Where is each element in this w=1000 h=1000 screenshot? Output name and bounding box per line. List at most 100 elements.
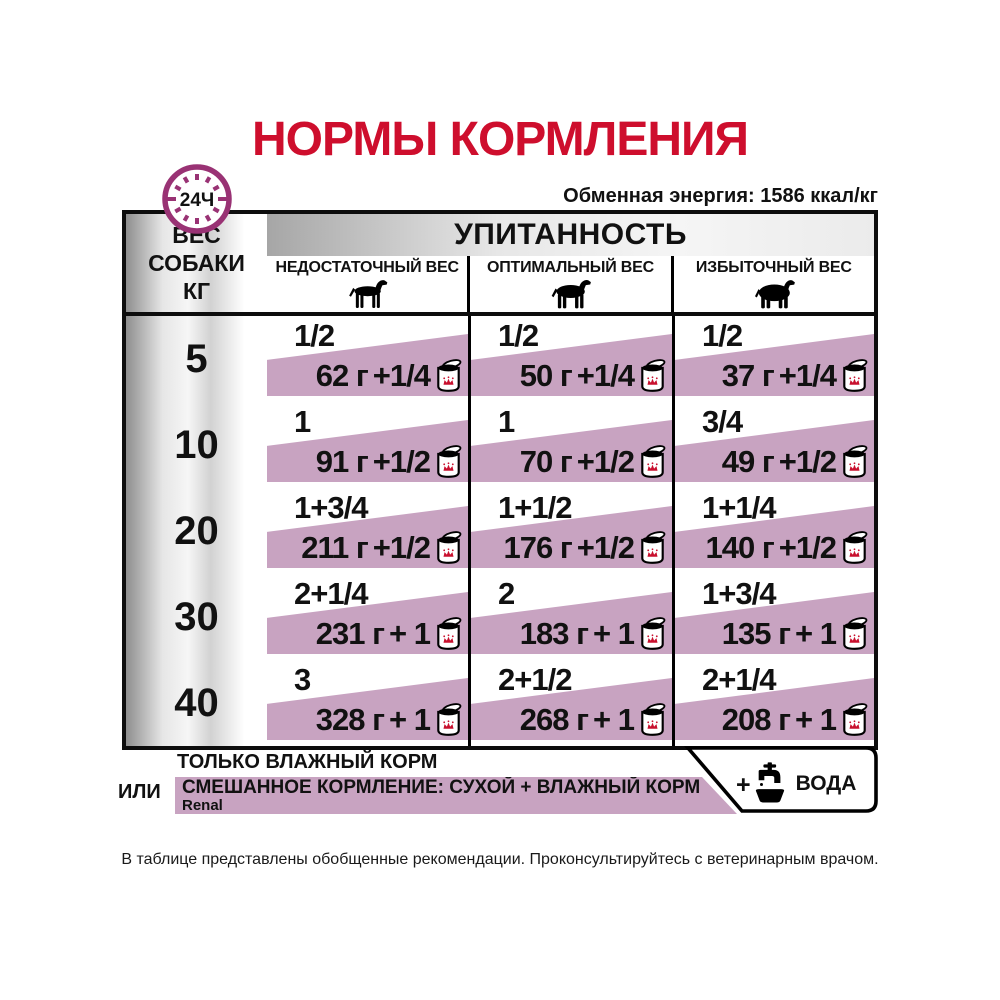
table-cell: 2+1/2 268 г + 1	[468, 660, 672, 746]
mixed-feeding-value: 208 г + 1	[722, 702, 868, 738]
table-cell: 1+3/4 211 г +1/2	[267, 488, 468, 574]
plus-sign: +	[736, 770, 751, 799]
can-fraction: +1/4	[576, 358, 635, 393]
wet-only-value: 2+1/4	[702, 662, 776, 697]
weight-value: 30	[174, 594, 219, 639]
can-fraction: +1/2	[372, 530, 431, 565]
weight-header-line: КГ	[182, 278, 211, 305]
wet-only-value: 2	[498, 576, 515, 611]
column-label: НЕДОСТАТОЧНЫЙ ВЕС	[275, 259, 459, 276]
mixed-feeding-value: 268 г + 1	[520, 702, 666, 738]
dry-grams: 183 г	[519, 616, 589, 651]
condition-columns-header: НЕДОСТАТОЧНЫЙ ВЕС ОПТИМАЛЬНЫЙ ВЕС ИЗБЫТО…	[267, 256, 874, 312]
clock-24h-icon: 24Ч	[162, 164, 232, 234]
water-callout-frame	[684, 746, 878, 813]
wet-can-icon	[841, 359, 868, 393]
wet-can-icon	[639, 359, 666, 393]
wet-can-icon	[841, 531, 868, 565]
wet-only-value: 1	[498, 404, 515, 439]
mixed-feeding-value: 49 г +1/2	[722, 444, 868, 480]
wet-only-value: 3/4	[702, 404, 743, 439]
can-fraction: + 1	[593, 616, 635, 651]
can-fraction: + 1	[795, 616, 837, 651]
dry-grams: 231 г	[315, 616, 385, 651]
thin-dog-icon	[346, 278, 388, 309]
table-body: 5 1/2 62 г +1/4 1/2 50 г +1/4 1/2	[126, 316, 874, 746]
wet-can-icon	[435, 531, 462, 565]
wet-only-value: 1+1/2	[498, 490, 572, 525]
table-cell: 2 183 г + 1	[468, 574, 672, 660]
wet-can-icon	[841, 617, 868, 651]
table-cell: 1/2 62 г +1/4	[267, 316, 468, 402]
condition-header-band: УПИТАННОСТЬ	[267, 214, 874, 256]
feeding-table: УПИТАННОСТЬ ВЕС СОБАКИ КГ НЕДОСТАТОЧНЫЙ …	[122, 210, 878, 750]
wet-only-value: 1/2	[702, 318, 743, 353]
wet-only-value: 1+3/4	[702, 576, 776, 611]
weight-value: 5	[185, 336, 208, 381]
mixed-feeding-value: 328 г + 1	[316, 702, 462, 738]
wet-can-icon	[435, 617, 462, 651]
product-name: Renal	[182, 797, 223, 814]
legend-wet-only: ТОЛЬКО ВЛАЖНЫЙ КОРМ	[177, 751, 438, 773]
wet-can-icon	[435, 703, 462, 737]
can-fraction: + 1	[389, 702, 431, 737]
weight-column-background	[126, 214, 267, 746]
weight-value: 40	[174, 680, 219, 725]
dry-grams: 37 г	[721, 358, 775, 393]
dry-grams: 328 г	[315, 702, 385, 737]
wet-only-value: 3	[294, 662, 311, 697]
wet-can-icon	[841, 703, 868, 737]
can-fraction: +1/2	[778, 444, 837, 479]
wet-only-value: 1/2	[498, 318, 539, 353]
mixed-feeding-value: 37 г +1/4	[722, 358, 868, 394]
wet-can-icon	[639, 531, 666, 565]
mixed-feeding-value: 183 г + 1	[520, 616, 666, 652]
table-cell: 1/2 50 г +1/4	[468, 316, 672, 402]
disclaimer: В таблице представлены обобщенные рекоме…	[121, 851, 879, 868]
dry-grams: 268 г	[519, 702, 589, 737]
clock-label: 24Ч	[180, 190, 214, 211]
wet-only-value: 2+1/2	[498, 662, 572, 697]
table-cell: 1 70 г +1/2	[468, 402, 672, 488]
wet-can-icon	[639, 617, 666, 651]
wet-can-icon	[639, 703, 666, 737]
wet-can-icon	[841, 445, 868, 479]
header-divider	[126, 312, 874, 316]
weight-value: 10	[174, 422, 219, 467]
table-cell: 1+1/2 176 г +1/2	[468, 488, 672, 574]
wet-only-value: 1+1/4	[702, 490, 776, 525]
wet-can-icon	[435, 359, 462, 393]
faucet-water-icon	[753, 762, 787, 806]
can-fraction: +1/2	[576, 444, 635, 479]
weight-value: 20	[174, 508, 219, 553]
fat-dog-icon	[750, 278, 798, 309]
table-cell: 1+3/4 135 г + 1	[672, 574, 874, 660]
dry-grams: 62 г	[315, 358, 369, 393]
condition-header: УПИТАННОСТЬ	[454, 218, 687, 251]
wet-only-value: 1/2	[294, 318, 335, 353]
mixed-feeding-value: 176 г +1/2	[504, 530, 666, 566]
legend-or: ИЛИ	[118, 781, 161, 803]
legend-mixed: СМЕШАННОЕ КОРМЛЕНИЕ: СУХОЙ + ВЛАЖНЫЙ КОР…	[182, 777, 701, 798]
table-cell: 3/4 49 г +1/2	[672, 402, 874, 488]
table-cell: 1 91 г +1/2	[267, 402, 468, 488]
table-cell: 1/2 37 г +1/4	[672, 316, 874, 402]
dry-grams: 208 г	[721, 702, 791, 737]
dry-grams: 211 г	[301, 530, 369, 565]
column-header-overweight: ИЗБЫТОЧНЫЙ ВЕС	[670, 256, 874, 312]
mixed-feeding-value: 50 г +1/4	[520, 358, 666, 394]
mixed-feeding-value: 62 г +1/4	[316, 358, 462, 394]
dry-grams: 140 г	[705, 530, 775, 565]
can-fraction: + 1	[389, 616, 431, 651]
mixed-feeding-value: 135 г + 1	[722, 616, 868, 652]
dry-grams: 49 г	[721, 444, 775, 479]
column-header-optimal: ОПТИМАЛЬНЫЙ ВЕС	[467, 256, 671, 312]
wet-can-icon	[435, 445, 462, 479]
can-fraction: +1/4	[372, 358, 431, 393]
mixed-feeding-value: 231 г + 1	[316, 616, 462, 652]
dry-grams: 135 г	[721, 616, 791, 651]
mixed-feeding-value: 91 г +1/2	[316, 444, 462, 480]
can-fraction: +1/2	[778, 530, 837, 565]
dry-grams: 176 г	[503, 530, 573, 565]
